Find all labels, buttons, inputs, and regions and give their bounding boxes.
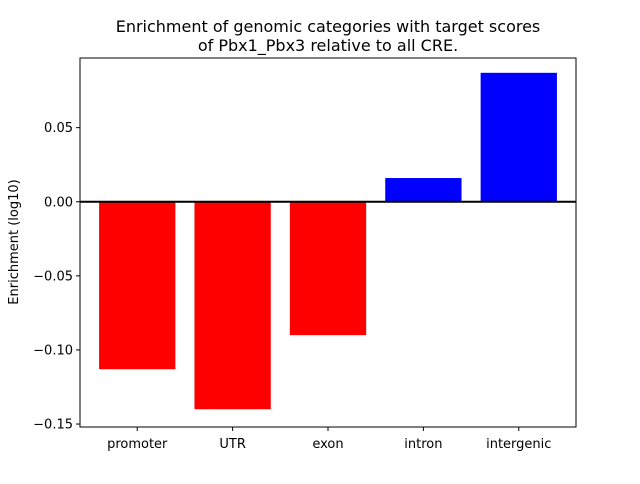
y-axis-ticks: −0.15 −0.10 −0.05 0.00 0.05 [33, 121, 80, 433]
bar-exon [289, 201, 367, 336]
bar-intergenic [480, 72, 557, 202]
x-tick-label-intron: intron [404, 437, 442, 452]
bar-UTR [194, 201, 271, 410]
y-axis-label: Enrichment (log10) [7, 179, 22, 304]
y-tick-label: −0.05 [33, 269, 73, 284]
y-tick-label: 0.05 [44, 121, 73, 136]
chart-title-line-2: of Pbx1_Pbx3 relative to all CRE. [198, 36, 458, 56]
x-tick-label-exon: exon [312, 437, 343, 452]
y-tick-label: 0.00 [44, 195, 73, 210]
x-tick-label-intergenic: intergenic [486, 437, 551, 452]
x-tick-label-promoter: promoter [107, 437, 168, 452]
x-axis-ticks: promoter UTR exon intron intergenic [107, 427, 551, 452]
y-tick-label: −0.15 [33, 418, 73, 433]
bar-promoter [99, 201, 176, 370]
x-tick-label-UTR: UTR [219, 437, 246, 452]
bars-group [99, 72, 557, 410]
bar-intron [385, 178, 462, 202]
y-tick-label: −0.10 [33, 343, 73, 358]
chart-title-line-1: Enrichment of genomic categories with ta… [116, 17, 541, 36]
